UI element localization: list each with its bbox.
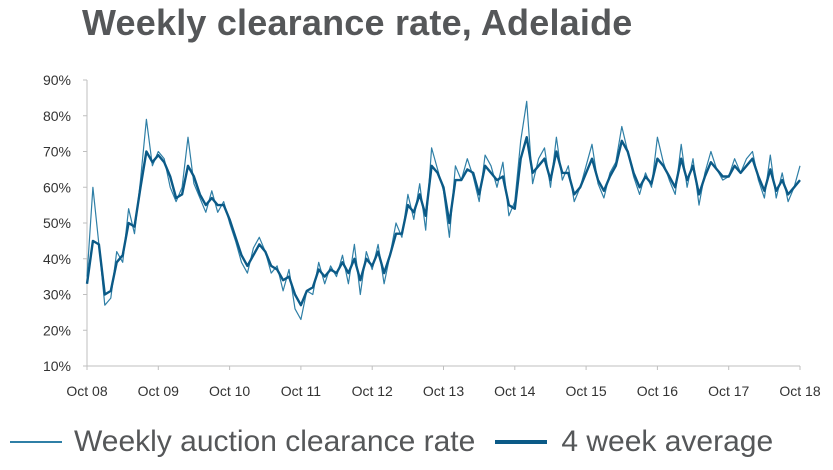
legend-swatch-average xyxy=(495,440,548,444)
x-tick-label: Oct 08 xyxy=(66,383,107,399)
legend-label-weekly: Weekly auction clearance rate xyxy=(74,425,476,458)
x-tick-label: Oct 14 xyxy=(494,383,535,399)
x-tick-label: Oct 11 xyxy=(281,383,321,399)
y-tick-label: 60% xyxy=(43,179,71,195)
y-tick-label: 80% xyxy=(43,108,71,124)
y-tick-label: 20% xyxy=(43,322,71,338)
y-tick-label: 50% xyxy=(43,215,71,231)
y-tick-label: 70% xyxy=(43,144,71,160)
legend-swatch-weekly xyxy=(10,441,62,443)
x-tick-label: Oct 13 xyxy=(423,383,464,399)
plot-area: 10% 20% 30% 40% 50% 60% 70% 80% 90% Oct 08 Oct 09… xyxy=(43,72,821,399)
y-tick-label: 10% xyxy=(43,358,71,374)
x-tick-labels: Oct 08 Oct 09 Oct 10 Oct 11 Oct 12 Oct 13 Oct … xyxy=(66,366,821,399)
x-tick-label: Oct 15 xyxy=(565,383,606,399)
x-tick-label: Oct 12 xyxy=(352,383,393,399)
y-tick-label: 30% xyxy=(43,287,71,303)
series-layer xyxy=(85,100,801,321)
legend-item-average: 4 week average xyxy=(495,425,773,459)
legend-label-average: 4 week average xyxy=(561,425,774,458)
legend-item-weekly: Weekly auction clearance rate xyxy=(10,425,475,459)
series-line-weekly xyxy=(86,100,801,321)
x-tick-label: Oct 16 xyxy=(637,383,678,399)
x-tick-label: Oct 18 xyxy=(779,383,820,399)
y-tick-label: 90% xyxy=(43,72,71,88)
line-chart: 10% 20% 30% 40% 50% 60% 70% 80% 90% Oct 08 Oct 09… xyxy=(43,72,821,399)
chart-title: Weekly clearance rate, Adelaide xyxy=(82,2,633,43)
y-tick-labels: 10% 20% 30% 40% 50% 60% 70% 80% 90% xyxy=(43,72,87,374)
legend: Weekly auction clearance rate 4 week ave… xyxy=(10,420,793,464)
x-tick-label: Oct 17 xyxy=(708,383,749,399)
y-tick-label: 40% xyxy=(43,251,71,267)
x-tick-label: Oct 10 xyxy=(209,383,250,399)
x-tick-label: Oct 09 xyxy=(138,383,179,399)
series-line-average xyxy=(85,135,801,307)
